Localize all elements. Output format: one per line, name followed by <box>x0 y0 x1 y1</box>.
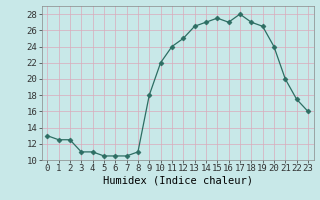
X-axis label: Humidex (Indice chaleur): Humidex (Indice chaleur) <box>103 176 252 186</box>
